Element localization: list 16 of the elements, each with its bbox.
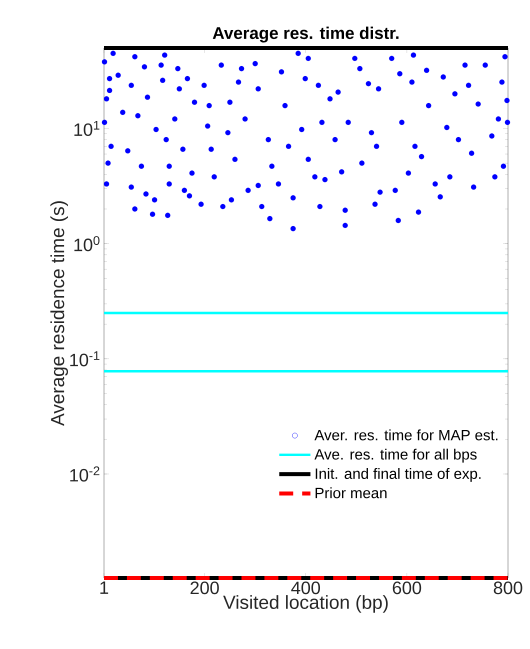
x-axis-title: Visited location (bp) (223, 595, 388, 613)
y-tick-label: 10$^{1}$ (74, 120, 100, 136)
x-tick-label: 800 (494, 582, 522, 594)
x-tick-label: 600 (392, 582, 422, 594)
x-tick-label: 1 (100, 582, 108, 594)
y-tick-label: 10$^{-2}$ (70, 466, 100, 482)
x-tick-label: 400 (291, 582, 320, 594)
y-axis-title: Average residence time (s) (50, 201, 68, 426)
y-tick-label: 10$^{0}$ (74, 236, 100, 252)
chart-title: Average res. time distr. (212, 26, 398, 42)
legend-label: Ave. res. time for all bps (314, 448, 477, 463)
x-tick-label: 200 (190, 582, 219, 594)
legend-label: Aver. res. time for MAP est. (314, 429, 498, 440)
legend-label: Init. and final time of exp. (316, 468, 481, 482)
legend-label: Prior mean (316, 487, 387, 498)
y-tick-label: 10$^{-1}$ (70, 351, 100, 366)
